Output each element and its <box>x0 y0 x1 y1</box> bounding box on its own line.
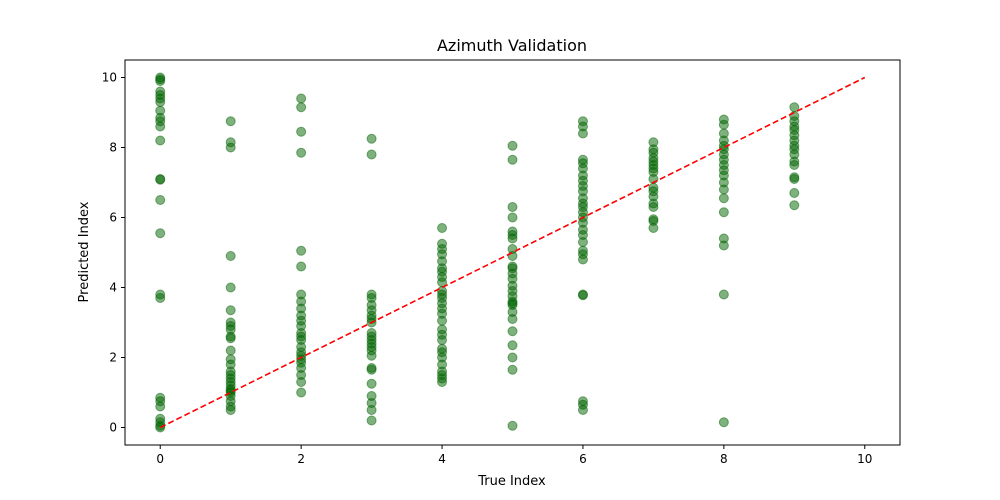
points-layer <box>155 72 800 433</box>
chart-title: Azimuth Validation <box>437 36 587 55</box>
data-point <box>225 305 236 316</box>
data-point <box>225 142 236 153</box>
data-point <box>789 188 800 198</box>
data-point <box>225 333 236 344</box>
data-point <box>507 314 518 324</box>
x-tick-label: 8 <box>720 452 728 466</box>
x-tick-label: 6 <box>579 452 587 466</box>
data-point <box>577 405 588 415</box>
y-tick-label: 4 <box>109 281 117 295</box>
y-tick-label: 6 <box>109 211 117 225</box>
data-point <box>225 345 236 356</box>
data-point <box>155 174 166 185</box>
data-point <box>577 254 588 265</box>
data-point <box>225 251 236 261</box>
data-point <box>296 93 307 104</box>
data-point <box>155 401 166 412</box>
plot-area-frame <box>124 59 901 446</box>
data-point <box>296 102 307 113</box>
x-tick-label: 0 <box>156 452 164 466</box>
data-point <box>507 212 518 223</box>
data-point <box>155 121 166 132</box>
data-point <box>507 140 518 151</box>
data-point <box>507 233 518 244</box>
data-point <box>296 261 307 272</box>
data-point <box>507 251 518 261</box>
data-point <box>577 128 588 139</box>
y-tick-label: 0 <box>109 421 117 435</box>
data-point <box>155 195 166 205</box>
data-point <box>225 116 236 127</box>
reference-line <box>159 76 866 429</box>
data-point <box>789 160 800 170</box>
y-tick-label: 10 <box>102 71 117 85</box>
data-point <box>366 133 377 144</box>
y-tick-label: 2 <box>109 351 117 365</box>
data-point <box>718 193 729 204</box>
data-point <box>296 387 307 398</box>
data-point <box>507 352 518 363</box>
data-point <box>648 202 659 212</box>
data-point <box>296 245 307 256</box>
data-point <box>507 202 518 212</box>
data-point <box>507 420 518 431</box>
x-axis-label: True Index <box>477 474 546 489</box>
data-point <box>366 364 377 375</box>
data-point <box>155 135 166 146</box>
data-point <box>789 174 800 184</box>
data-point <box>577 237 588 247</box>
data-point <box>648 223 659 233</box>
data-point <box>366 350 377 361</box>
x-tick-label: 10 <box>857 452 872 466</box>
data-point <box>507 340 518 351</box>
data-point <box>366 149 377 160</box>
data-point <box>437 315 448 326</box>
data-point <box>155 76 166 86</box>
data-point <box>437 377 448 387</box>
data-point <box>507 154 518 165</box>
y-axis-ticks: 0 2 4 6 8 10 <box>102 71 125 435</box>
data-point <box>718 289 729 300</box>
x-tick-label: 4 <box>438 452 446 466</box>
data-point <box>296 126 307 137</box>
y-axis-label: Predicted Index <box>77 201 92 302</box>
x-tick-label: 2 <box>297 452 305 466</box>
data-point <box>366 415 377 426</box>
data-point <box>437 335 448 345</box>
data-point <box>366 405 377 415</box>
data-point <box>718 119 729 130</box>
data-point <box>155 97 166 107</box>
data-point <box>577 290 588 301</box>
data-point <box>507 326 518 337</box>
data-point <box>789 200 800 211</box>
data-point <box>155 228 166 239</box>
data-point <box>296 377 307 387</box>
data-point <box>507 364 518 375</box>
data-point <box>225 282 236 293</box>
data-point <box>718 240 729 251</box>
data-point <box>296 147 307 158</box>
data-point <box>718 207 729 218</box>
data-point <box>718 184 729 195</box>
x-axis-ticks: 0 2 4 6 8 10 <box>156 445 872 466</box>
y-tick-label: 8 <box>109 141 117 155</box>
data-point <box>225 405 236 415</box>
data-point <box>718 417 729 428</box>
data-point <box>366 378 377 389</box>
data-point <box>437 223 448 233</box>
data-point <box>155 293 166 303</box>
